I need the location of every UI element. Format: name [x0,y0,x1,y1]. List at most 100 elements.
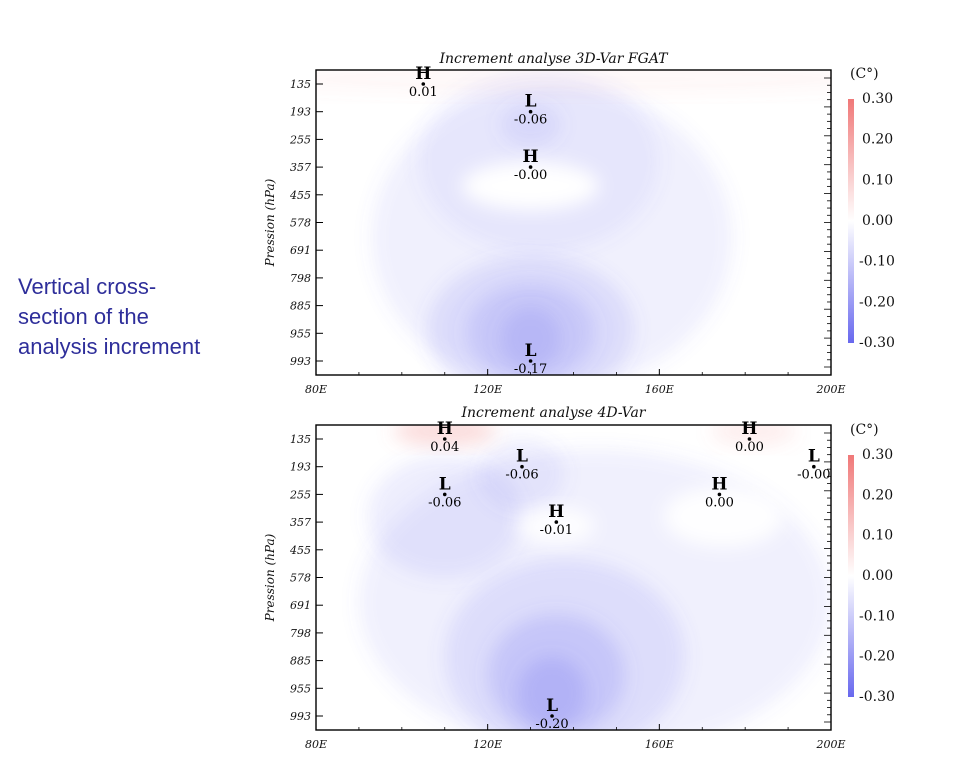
colorbar-label: -0.10 [859,254,895,270]
colorbar-label: -0.30 [859,335,895,351]
y-tick-label: 993 [290,710,311,723]
high-symbol: H [437,419,453,439]
y-tick-label: 798 [290,627,311,640]
y-tick-label: 255 [289,133,311,146]
low-symbol: L [808,447,820,467]
chart-title: Increment analyse 4D-Var [460,405,646,421]
y-tick-label: 578 [290,217,311,230]
extremum-value: -0.06 [514,113,547,128]
colorbar-label: -0.20 [859,294,895,310]
low-symbol: L [525,341,537,361]
extremum-dot [747,437,752,441]
high-marker: H0.00 [705,474,734,510]
high-symbol: H [548,502,564,522]
slide-caption: Vertical cross- section of the analysis … [18,272,258,362]
colorbar-unit: (C°) [850,66,879,82]
y-tick-label: 955 [290,682,311,695]
field-contour-2 [479,437,565,511]
colorbar [848,99,854,343]
increment-field [316,70,831,375]
y-tick-label: 193 [290,461,311,474]
colorbar-label: 0.00 [862,213,893,229]
y-tick-label: 357 [290,516,311,529]
colorbar-label: 0.10 [862,172,893,188]
high-marker: H-0.00 [514,147,547,183]
extremum-value: -0.17 [514,362,547,377]
colorbar-label: 0.30 [862,91,893,107]
y-tick-label: 578 [290,572,311,585]
low-symbol: L [439,474,451,494]
colorbar-label: -0.10 [859,608,895,624]
y-tick-label: 357 [290,161,311,174]
low-symbol: L [525,92,537,112]
field-contour-6 [663,486,784,547]
x-tick-label: 200E [815,738,845,751]
extremum-value: -0.20 [535,717,568,732]
increment-field [358,425,831,730]
extremum-value: -0.01 [540,523,573,538]
extremum-value: 0.04 [430,440,459,455]
colorbar-label: 0.20 [862,132,893,148]
colorbar-label: -0.30 [859,689,895,705]
y-tick-label: 691 [290,244,311,257]
y-tick-label: 691 [290,599,311,612]
colorbar-label: 0.10 [862,528,893,544]
panel-4dvar: Increment analyse 4D-Var 135 193 255 357 455 5… [263,405,895,751]
high-marker: H-0.01 [540,502,573,538]
extremum-value: -0.06 [428,495,461,510]
panel-3dvar-fgat: Increment analyse 3D-Var FGAT 135 193 255 35… [263,51,895,396]
extremum-dot [550,714,554,718]
y-tick-label: 455 [289,189,311,202]
caption-line-1: Vertical cross- [18,274,157,299]
high-symbol: H [741,419,757,439]
high-symbol: H [523,147,539,167]
extremum-value: -0.00 [797,468,830,483]
extremum-dot [442,492,447,497]
extremum-value: 0.01 [409,85,438,100]
high-marker: H0.01 [409,64,438,100]
x-tick-label: 120E [473,383,502,396]
x-tick-label: 80E [305,383,327,396]
field-contour-7 [316,70,831,95]
colorbar-label: 0.30 [862,447,893,463]
extremum-dot [520,464,524,469]
caption-line-3: analysis increment [18,334,201,359]
extremum-value: 0.00 [705,495,734,510]
extremum-value: -0.06 [505,468,538,483]
x-tick-label: 80E [305,738,327,751]
high-symbol: H [711,474,727,494]
y-tick-label: 885 [290,655,311,668]
colorbar [848,455,854,697]
y-axis-label: Pression (hPa) [263,533,277,622]
y-tick-label: 455 [289,544,311,557]
high-marker: H0.04 [430,419,459,455]
colorbar-label: 0.20 [862,487,893,503]
field-contour-5 [517,656,587,730]
y-tick-label: 135 [290,78,311,91]
field-contour-6 [461,161,600,211]
extremum-dot [528,359,533,363]
colorbar-unit: (C°) [850,422,879,438]
low-marker: L-0.20 [535,696,568,732]
field-contour-7 [517,507,595,544]
field-contour-9 [710,425,797,447]
high-marker: H0.00 [735,419,764,455]
x-tick-label: 120E [473,738,502,751]
high-symbol: H [415,64,431,84]
y-tick-label: 193 [290,106,311,119]
extremum-dot [554,520,559,524]
low-marker: L-0.06 [505,447,538,483]
y-axis-label: Pression (hPa) [263,178,277,267]
field-contour-1 [419,70,660,253]
low-marker: L-0.06 [428,474,461,510]
field-contour-8 [393,425,497,447]
chart-title: Increment analyse 3D-Var FGAT [438,51,669,67]
field-contour-4 [500,307,561,369]
caption-line-2: section of the [18,304,149,329]
low-marker: L-0.00 [797,447,830,483]
extremum-dot [812,464,816,469]
field-contour-5 [500,103,561,147]
y-tick-label: 885 [290,300,311,313]
x-tick-label: 160E [645,383,674,396]
